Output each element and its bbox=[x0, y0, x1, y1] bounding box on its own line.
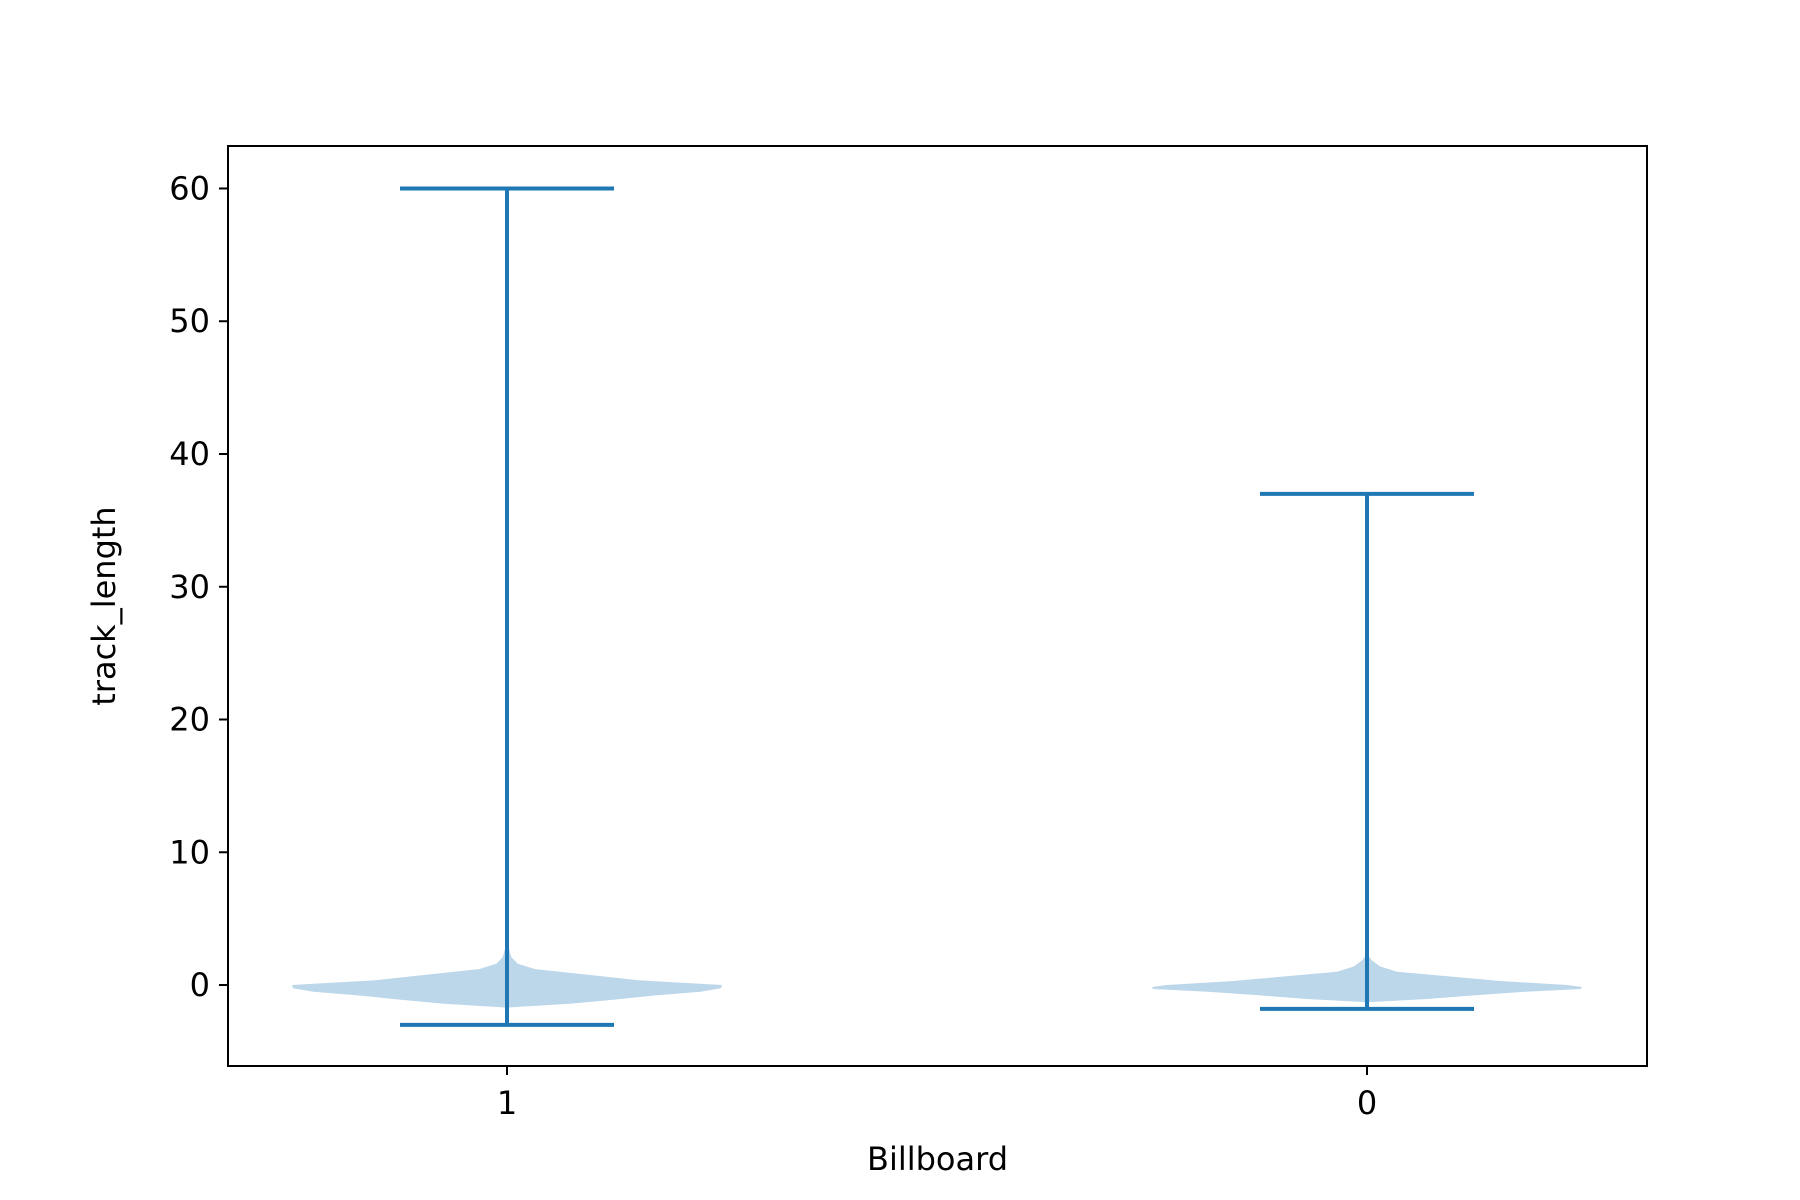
y-tick-label: 30 bbox=[169, 568, 210, 606]
y-tick-label: 40 bbox=[169, 435, 210, 473]
x-tick-label: 1 bbox=[497, 1084, 517, 1122]
y-tick-label: 50 bbox=[169, 302, 210, 340]
plot-area bbox=[292, 186, 1582, 1027]
x-tick-label: 0 bbox=[1357, 1084, 1377, 1122]
y-tick-label: 10 bbox=[169, 833, 210, 871]
y-tick-label: 0 bbox=[190, 966, 210, 1004]
y-tick-label: 20 bbox=[169, 701, 210, 739]
x-axis-label: Billboard bbox=[867, 1140, 1008, 1178]
y-tick-label: 60 bbox=[169, 169, 210, 207]
y-axis-label: track_length bbox=[85, 506, 123, 705]
axes-frame bbox=[227, 145, 1648, 1067]
